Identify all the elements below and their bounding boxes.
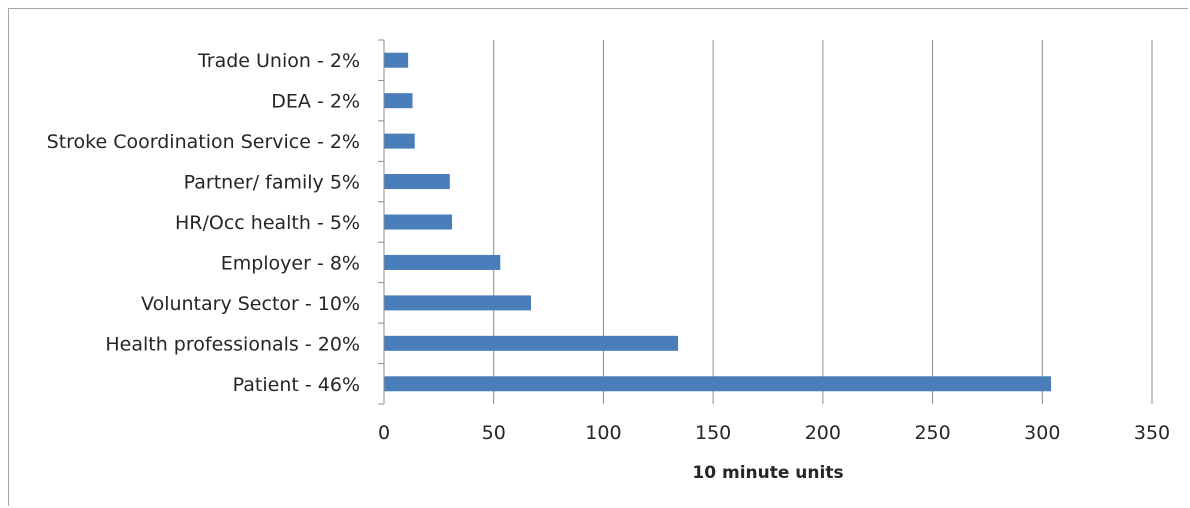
bar-4 — [384, 214, 453, 230]
bar-3 — [384, 174, 450, 190]
x-tick-labels: 0 50 100 150 200 250 300 350 — [378, 422, 1170, 444]
x-tick-label-50: 50 — [482, 422, 506, 444]
category-labels: Trade Union - 2% DEA - 2% Stroke Coordinat… — [47, 50, 360, 396]
bar-0 — [384, 52, 409, 68]
bars — [384, 52, 1052, 392]
x-tick-label-350: 350 — [1134, 422, 1170, 444]
x-tick-label-0: 0 — [378, 422, 390, 444]
category-label-0: Trade Union - 2% — [197, 50, 360, 72]
x-axis-title: 10 minute units — [692, 463, 843, 483]
bar-8 — [384, 376, 1052, 392]
category-label-4: HR/Occ health - 5% — [175, 212, 360, 234]
axes — [378, 39, 385, 405]
x-tick-label-300: 300 — [1024, 422, 1060, 444]
category-label-5: Employer - 8% — [221, 252, 360, 274]
category-label-3: Partner/ family 5% — [184, 172, 360, 194]
x-tick-label-100: 100 — [585, 422, 621, 444]
category-label-2: Stroke Coordination Service - 2% — [47, 131, 360, 153]
bar-6 — [384, 295, 532, 311]
bar-5 — [384, 254, 501, 270]
x-tick-label-250: 250 — [914, 422, 950, 444]
category-label-6: Voluntary Sector - 10% — [141, 293, 360, 315]
x-tick-label-200: 200 — [805, 422, 841, 444]
category-label-8: Patient - 46% — [233, 374, 360, 396]
bar-2 — [384, 133, 415, 149]
chart-frame — [8, 8, 1188, 506]
bar-7 — [384, 335, 679, 351]
category-label-1: DEA - 2% — [271, 91, 360, 113]
x-tick-label-150: 150 — [695, 422, 731, 444]
category-label-7: Health professionals - 20% — [105, 333, 360, 355]
bar-1 — [384, 93, 413, 109]
